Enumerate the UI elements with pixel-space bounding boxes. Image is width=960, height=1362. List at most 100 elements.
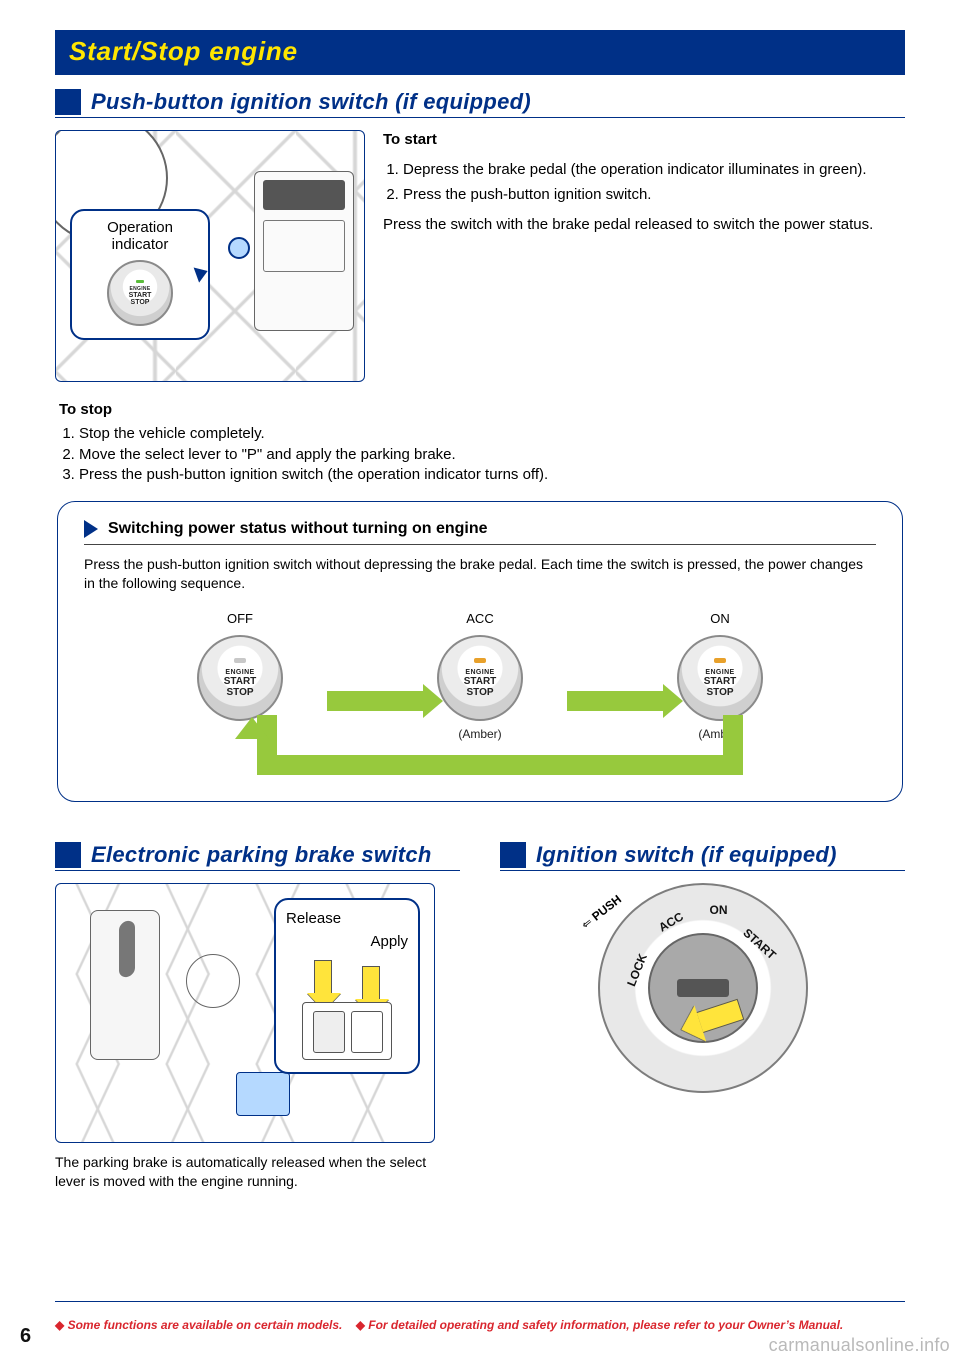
engine-start-stop-button-icon: ENGINE START STOP — [107, 260, 173, 326]
to-stop-heading: To stop — [59, 401, 112, 418]
triangle-bullet-icon — [84, 520, 98, 538]
btn-line2: START — [464, 676, 497, 687]
state-on-sub: (Amber) — [660, 727, 780, 741]
parking-brake-illustration: Release Apply — [55, 883, 435, 1143]
push-button-location-icon — [228, 237, 250, 259]
engine-button-off-icon: ENGINE START STOP — [197, 635, 283, 721]
to-start-heading: To start — [383, 131, 437, 148]
operation-indicator-callout: Operation indicator ENGINE START STOP — [70, 209, 210, 340]
parking-brake-switch-location-icon — [236, 1072, 290, 1116]
power-box-note: Press the push-button ignition switch wi… — [84, 555, 876, 593]
diamond-icon: ◆ — [55, 1318, 64, 1332]
brake-note: The parking brake is automatically relea… — [55, 1153, 460, 1191]
apply-arrow-icon — [362, 966, 380, 1000]
subheading-text: Ignition switch (if equipped) — [536, 842, 837, 868]
subheading-pushbutton: Push-button ignition switch (if equipped… — [55, 89, 905, 118]
bottom-columns: Electronic parking brake switch Release … — [55, 842, 905, 1191]
heading-square-icon — [55, 842, 81, 868]
state-off: OFF ENGINE START STOP — [180, 611, 300, 727]
shift-lever-icon — [90, 910, 160, 1060]
subheading-ignition: Ignition switch (if equipped) — [500, 842, 905, 871]
led-off-icon — [234, 658, 246, 663]
callout-label: Operation indicator — [82, 219, 198, 254]
stop-instructions: To stop Stop the vehicle completely. Mov… — [59, 400, 901, 485]
btn-line3: STOP — [226, 687, 253, 698]
section-banner: Start/Stop engine — [55, 30, 905, 75]
pushbutton-row: Operation indicator ENGINE START STOP To… — [55, 130, 905, 382]
loop-right-segment-icon — [723, 715, 743, 755]
page-number: 6 — [20, 1325, 31, 1348]
dashboard-illustration: Operation indicator ENGINE START STOP — [55, 130, 365, 382]
arrow-acc-to-on-icon — [567, 691, 665, 711]
heading-square-icon — [500, 842, 526, 868]
ignition-cylinder-icon: PUSH LOCK ACC ON START — [598, 883, 808, 1093]
engine-button-acc-icon: ENGINE START STOP — [437, 635, 523, 721]
start-step-1: Depress the brake pedal (the operation i… — [403, 160, 905, 180]
banner-title: Start/Stop engine — [69, 36, 298, 66]
col-parking-brake: Electronic parking brake switch Release … — [55, 842, 460, 1191]
power-status-box: Switching power status without turning o… — [57, 501, 903, 802]
ignition-lock-label: LOCK — [624, 951, 650, 988]
start-steps-list: Depress the brake pedal (the operation i… — [403, 160, 905, 205]
stop-steps-list: Stop the vehicle completely. Move the se… — [79, 424, 901, 485]
btn-line1: ENGINE — [225, 669, 254, 676]
power-box-title: Switching power status without turning o… — [108, 520, 488, 538]
state-on: ON ENGINE START STOP (Amber) — [660, 611, 780, 741]
key-slot-icon — [677, 979, 729, 997]
loop-bottom-segment-icon — [257, 755, 743, 775]
watermark: carmanualsonline.info — [769, 1335, 950, 1356]
led-amber-icon — [474, 658, 486, 663]
btn-line1: ENGINE — [705, 669, 734, 676]
release-label: Release — [286, 910, 408, 927]
footer-text-b: For detailed operating and safety inform… — [368, 1318, 843, 1332]
subheading-parking-brake: Electronic parking brake switch — [55, 842, 460, 871]
state-on-label: ON — [660, 611, 780, 629]
start-step-2: Press the push-button ignition switch. — [403, 185, 905, 205]
footer-text-a: Some functions are available on certain … — [68, 1318, 343, 1332]
btn-line1: ENGINE — [465, 669, 494, 676]
btn-text-start: START — [129, 292, 152, 299]
btn-line3: STOP — [706, 687, 733, 698]
btn-line3: STOP — [466, 687, 493, 698]
footer-note: ◆ Some functions are available on certai… — [55, 1318, 905, 1332]
apply-label: Apply — [286, 933, 408, 950]
state-acc-sub: (Amber) — [420, 727, 540, 741]
diamond-icon: ◆ — [356, 1318, 365, 1332]
brake-arrows — [286, 960, 408, 994]
loop-arrowhead-icon — [235, 717, 269, 739]
cupholder-icon — [186, 954, 240, 1008]
callout-tail-icon — [194, 263, 211, 282]
state-off-label: OFF — [180, 611, 300, 629]
release-arrow-icon — [314, 960, 332, 994]
stop-step-2: Move the select lever to "P" and apply t… — [79, 445, 901, 465]
led-amber-icon — [714, 658, 726, 663]
btn-line2: START — [224, 676, 257, 687]
stop-step-3: Press the push-button ignition switch (t… — [79, 465, 901, 485]
brake-callout: Release Apply — [274, 898, 420, 1074]
subheading-text: Push-button ignition switch (if equipped… — [91, 89, 531, 115]
start-note: Press the switch with the brake pedal re… — [383, 215, 905, 235]
btn-text-stop: STOP — [131, 299, 150, 306]
brake-switch-icon — [302, 1002, 392, 1060]
pushbutton-instructions: To start Depress the brake pedal (the op… — [383, 130, 905, 382]
footer-rule — [55, 1301, 905, 1302]
power-box-heading-row: Switching power status without turning o… — [84, 520, 876, 545]
col-ignition-switch: Ignition switch (if equipped) PUSH LOCK … — [500, 842, 905, 1191]
subheading-text: Electronic parking brake switch — [91, 842, 432, 868]
ignition-acc-label: ACC — [656, 909, 686, 934]
led-indicator-icon — [136, 280, 144, 283]
arrow-off-to-acc-icon — [327, 691, 425, 711]
heading-square-icon — [55, 89, 81, 115]
stop-step-1: Stop the vehicle completely. — [79, 424, 901, 444]
manual-page: Start/Stop engine Push-button ignition s… — [0, 0, 960, 1362]
return-loop — [217, 755, 743, 775]
ignition-illustration: PUSH LOCK ACC ON START — [500, 883, 905, 1093]
center-stack-icon — [254, 171, 354, 331]
engine-button-on-icon: ENGINE START STOP — [677, 635, 763, 721]
power-states-row: OFF ENGINE START STOP ACC ENGINE START S… — [84, 611, 876, 741]
state-acc-label: ACC — [420, 611, 540, 629]
ignition-on-label: ON — [710, 903, 728, 917]
ignition-push-label: PUSH — [578, 892, 623, 932]
btn-line2: START — [704, 676, 737, 687]
state-acc: ACC ENGINE START STOP (Amber) — [420, 611, 540, 741]
